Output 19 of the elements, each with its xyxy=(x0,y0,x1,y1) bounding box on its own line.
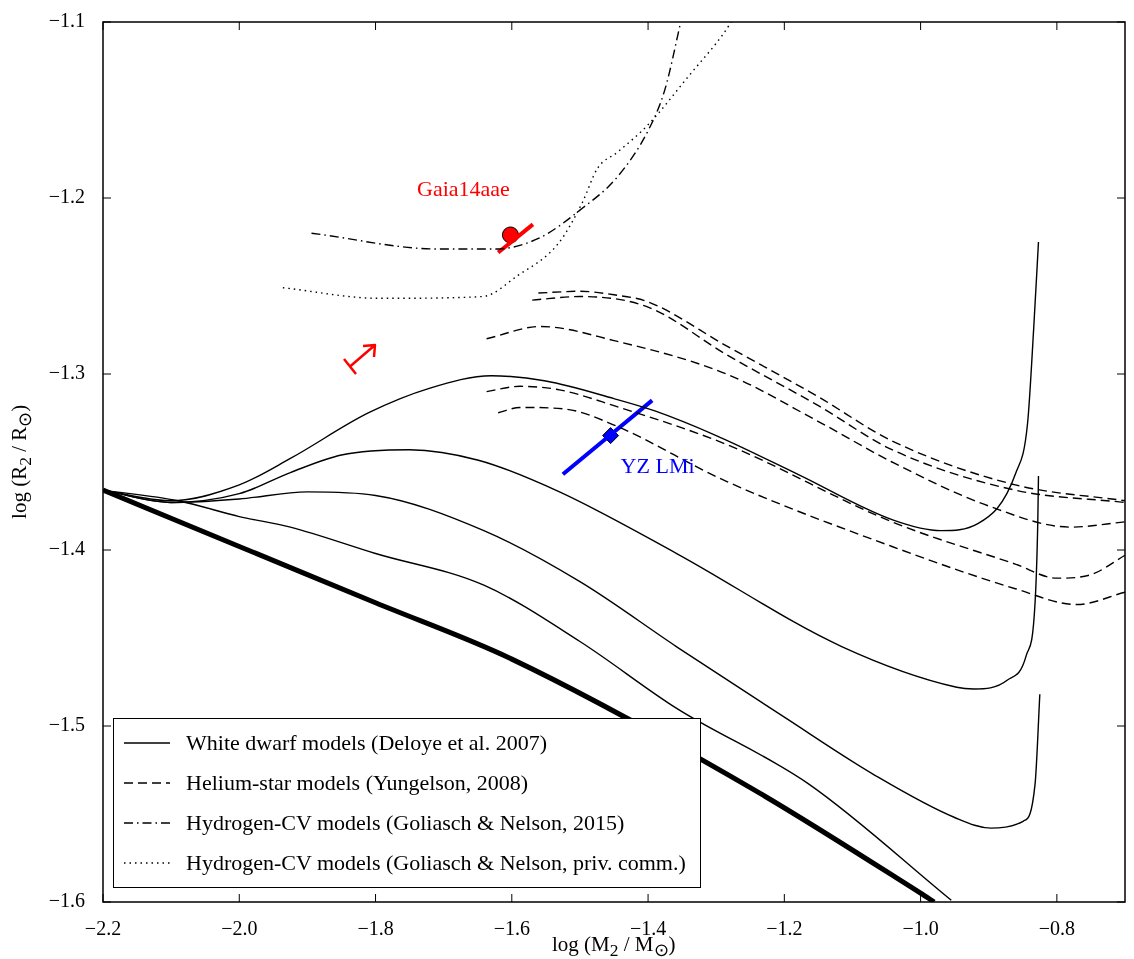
y-tick-label: −1.2 xyxy=(48,185,85,208)
annotation: YZ LMi xyxy=(620,453,695,479)
x-tick-label: −2.2 xyxy=(84,917,122,940)
y-tick-label: −1.4 xyxy=(48,537,85,560)
legend-label: Hydrogen-CV models (Goliasch & Nelson, priv. comm.) xyxy=(186,850,686,876)
x-tick-label: −1.6 xyxy=(493,917,530,940)
y-tick-label: −1.1 xyxy=(48,9,85,32)
x-tick-label: −1.8 xyxy=(357,917,394,940)
y-tick-label: −1.3 xyxy=(48,361,85,384)
x-tick-label: −2.0 xyxy=(221,917,258,940)
x-tick-label: −1.0 xyxy=(902,917,939,940)
y-tick-label: −1.5 xyxy=(48,713,85,736)
legend-label: Helium-star models (Yungelson, 2008) xyxy=(186,770,529,796)
legend-label: White dwarf models (Deloye et al. 2007) xyxy=(186,730,548,756)
legend-label: Hydrogen-CV models (Goliasch & Nelson, 2015) xyxy=(186,810,625,836)
x-tick-label: −1.2 xyxy=(766,917,803,940)
y-tick-label: −1.6 xyxy=(48,889,85,912)
annotation: Gaia14aae xyxy=(417,175,510,201)
x-tick-label: −0.8 xyxy=(1038,917,1076,940)
